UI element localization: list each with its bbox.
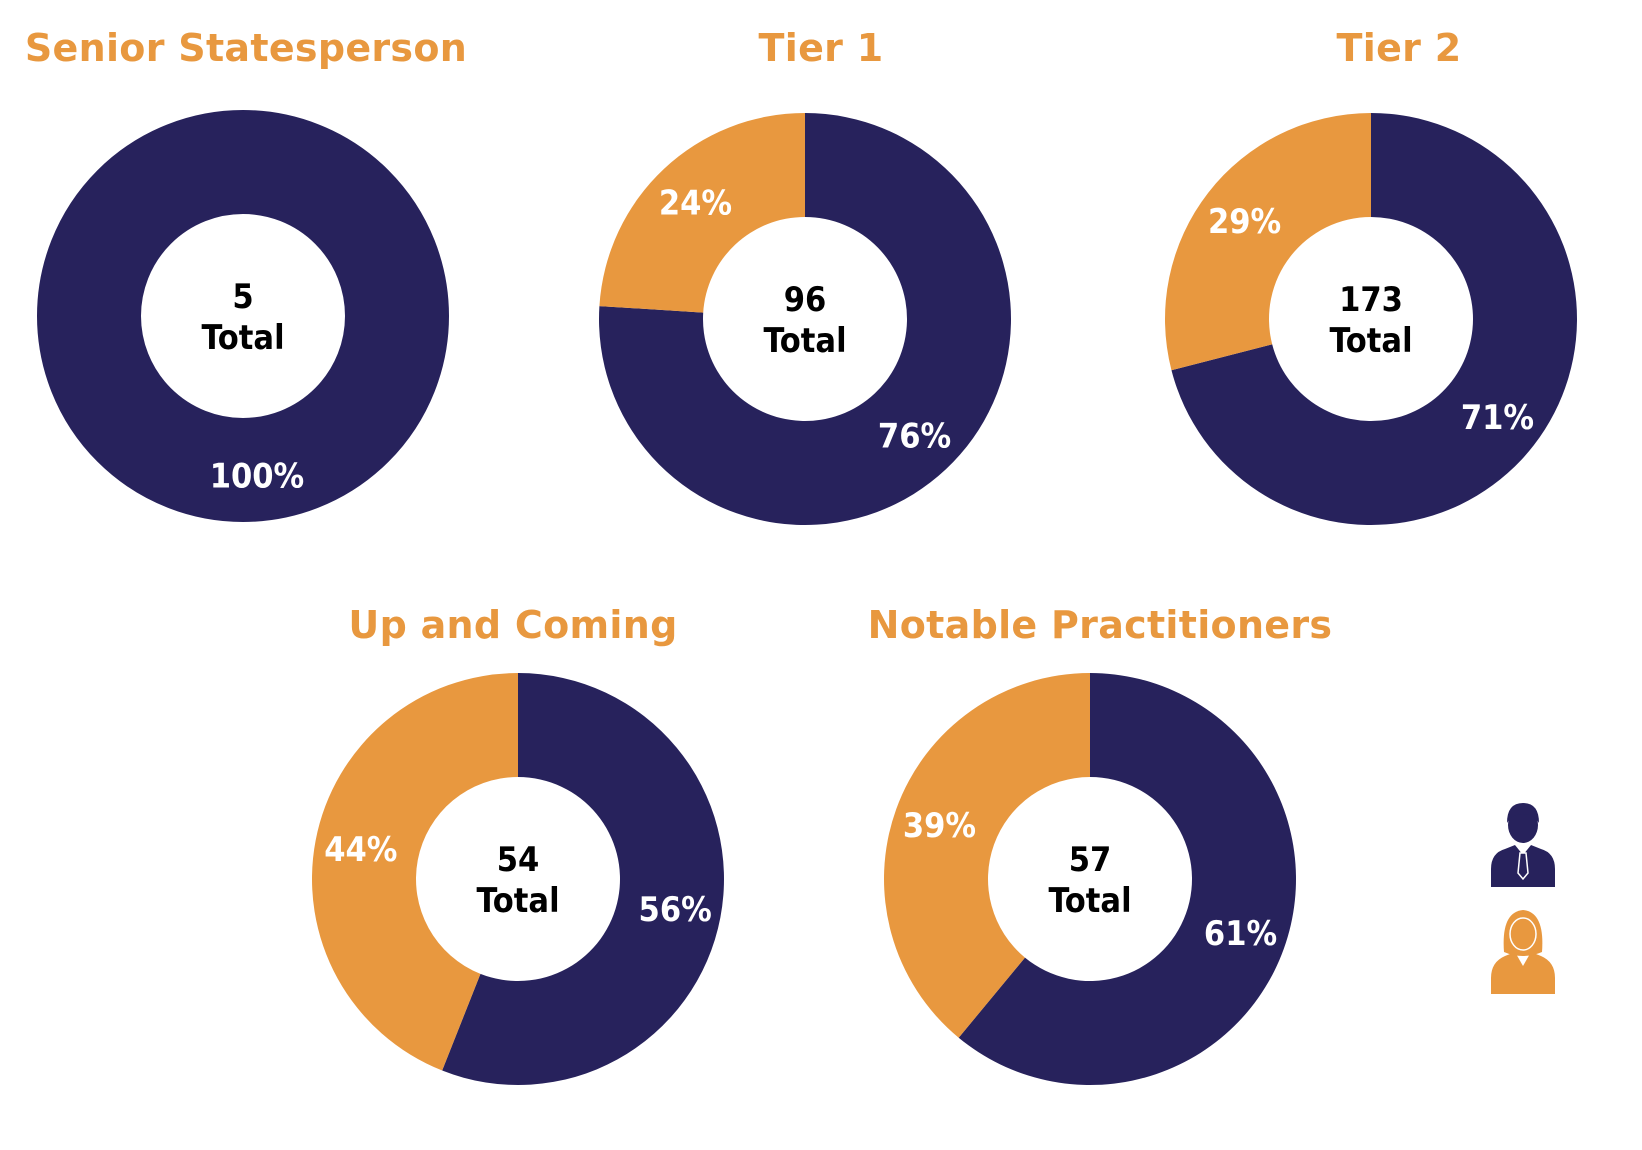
male-icon-head <box>1508 807 1538 843</box>
center-total-value: 96 <box>784 280 827 320</box>
male-icon-collar <box>1515 843 1531 855</box>
center-total-label: Total <box>201 318 284 358</box>
slice-label-female: 29% <box>1208 202 1281 242</box>
slice-male <box>1171 113 1577 525</box>
center-total-label: Total <box>1048 881 1131 921</box>
slice-male <box>958 673 1296 1085</box>
center-total-value: 54 <box>497 840 540 880</box>
male-person-icon <box>1491 803 1555 887</box>
chart-title-tier-2: Tier 2 <box>1336 26 1462 70</box>
chart-title-tier-1: Tier 1 <box>758 26 884 70</box>
center-total-value: 5 <box>232 277 253 317</box>
slice-label-male: 76% <box>878 417 951 457</box>
slice-male <box>442 673 725 1086</box>
center-total-label: Total <box>1329 321 1412 361</box>
female-icon-body <box>1491 952 1555 994</box>
slice-female <box>312 673 518 1071</box>
slice-label-male: 71% <box>1461 398 1534 438</box>
slice-male <box>599 113 1011 525</box>
slice-label-male: 100% <box>210 456 305 496</box>
chart-title-up-and-coming: Up and Coming <box>348 603 678 647</box>
slice-label-male: 56% <box>639 890 712 930</box>
slice-label-female: 24% <box>659 183 732 223</box>
chart-title-notable-practitioners: Notable Practitioners <box>867 603 1333 647</box>
center-total-label: Total <box>763 321 846 361</box>
slice-female <box>599 113 805 313</box>
slice-female <box>884 673 1090 1038</box>
slice-label-female: 44% <box>324 830 397 870</box>
center-total-value: 57 <box>1069 840 1112 880</box>
slice-label-male: 61% <box>1204 914 1277 954</box>
slice-female <box>1165 113 1371 371</box>
center-total-value: 173 <box>1339 280 1403 320</box>
chart-title-senior-statesperson: Senior Statesperson <box>24 26 468 70</box>
slice-male <box>37 110 449 522</box>
male-icon-hair <box>1507 803 1539 823</box>
center-total-label: Total <box>476 881 559 921</box>
female-person-icon <box>1491 910 1555 994</box>
male-icon-tie <box>1517 852 1529 881</box>
slice-label-female: 39% <box>903 806 976 846</box>
female-icon-face <box>1509 917 1537 951</box>
